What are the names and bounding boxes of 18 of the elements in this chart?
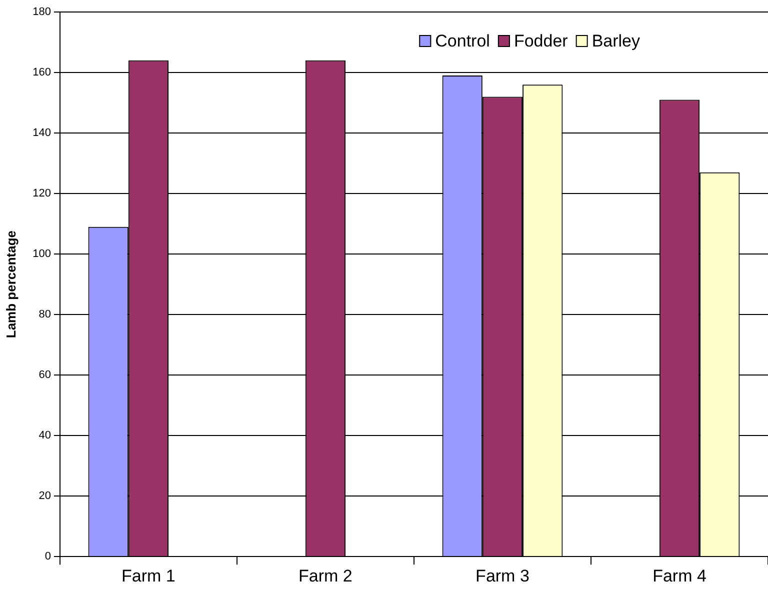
y-tick-label: 180 bbox=[32, 6, 51, 18]
y-tick-label: 120 bbox=[32, 188, 51, 200]
y-tick-label: 60 bbox=[38, 369, 51, 382]
legend-label: Barley bbox=[592, 32, 640, 51]
y-tick-label: 40 bbox=[38, 430, 51, 442]
legend-label: Fodder bbox=[514, 32, 568, 51]
y-tick-label: 80 bbox=[38, 308, 51, 321]
y-tick-label: 100 bbox=[32, 248, 51, 260]
x-tick-label: Farm 4 bbox=[652, 566, 706, 586]
x-tick-label: Farm 2 bbox=[298, 566, 352, 586]
y-tick-label: 20 bbox=[38, 490, 51, 502]
x-tick-label: Farm 3 bbox=[476, 566, 530, 586]
legend-label: Control bbox=[435, 32, 490, 51]
y-tick-label: 140 bbox=[32, 127, 51, 140]
y-tick-label: 160 bbox=[32, 66, 51, 79]
y-tick-label: 0 bbox=[44, 550, 51, 563]
y-axis-title: Lamb percentage bbox=[3, 230, 18, 338]
x-tick-label: Farm 1 bbox=[122, 566, 176, 586]
